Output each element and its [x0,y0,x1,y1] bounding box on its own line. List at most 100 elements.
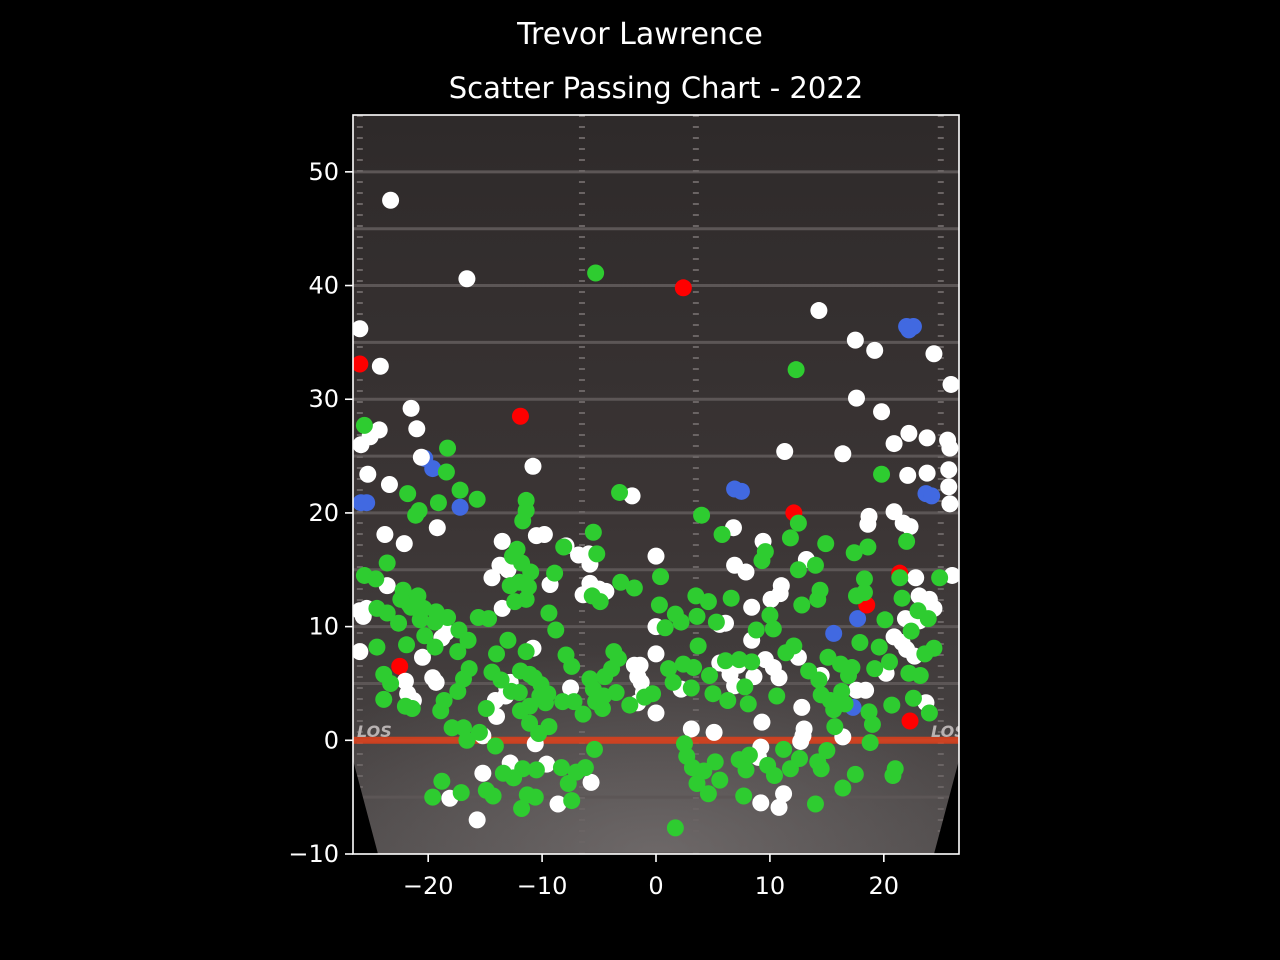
pass-point [776,443,794,461]
pass-point [611,483,629,501]
pass-point [428,519,446,537]
pass-point [625,579,643,597]
field-background: LOS LOS [353,115,966,854]
field-corner-left [353,760,378,854]
pass-point [443,719,461,737]
pass-point [376,526,394,544]
pass-point [743,598,761,616]
pass-point [424,788,442,806]
pass-point [791,749,809,767]
pass-point [898,532,916,550]
pass-point [439,609,457,627]
pass-point [672,613,690,631]
pass-point [923,487,941,505]
pass-point [563,657,581,675]
y-tick-label: 20 [308,499,339,527]
x-tick-label: 10 [755,872,786,900]
pass-point [433,772,451,790]
pass-point [499,561,517,579]
pass-point [899,466,917,484]
pass-point [647,645,665,663]
pass-point [378,604,396,622]
pass-point [380,476,398,493]
pass-point [846,765,864,783]
pass-point [593,699,611,717]
pass-point [891,569,909,587]
pass-point [403,699,421,717]
pass-point [705,723,723,741]
pass-point [883,696,901,714]
pass-point [660,660,678,678]
pass-point [722,589,740,607]
pass-point [836,695,854,713]
pass-point [876,611,894,629]
pass-point [353,320,369,338]
chart-title: Trevor Lawrence [516,17,763,52]
pass-point [940,461,958,479]
pass-point [492,671,510,689]
pass-point [846,331,864,349]
pass-point [764,620,782,638]
pass-point [494,764,512,782]
pass-point [711,771,729,789]
pass-point [682,720,700,738]
pass-point [873,403,891,421]
pass-point [900,424,918,442]
pass-point [863,715,881,733]
pass-point [761,606,779,624]
pass-point [399,485,417,503]
pass-point [770,669,788,687]
pass-point [607,684,625,702]
pass-point [458,270,476,288]
pass-point [781,529,799,547]
pass-point [861,734,879,752]
pass-point [368,638,386,656]
pass-point [426,638,444,656]
pass-point [411,611,429,629]
pass-point [549,795,567,813]
pass-point [685,659,703,677]
pass-point [726,556,744,574]
pass-point [584,523,602,541]
pass-point [849,610,867,628]
pass-point [652,568,670,586]
pass-point [851,634,869,652]
pass-point [354,607,372,625]
pass-point [942,375,959,393]
pass-point [480,610,498,628]
y-tick-label: 10 [308,613,339,641]
los-marking-right: LOS [931,722,966,741]
pass-point [412,448,430,466]
pass-point [886,760,904,778]
pass-point [621,696,639,714]
pass-point [562,679,580,697]
pass-point [811,581,829,599]
pass-point [514,512,532,530]
pass-point [701,667,719,685]
pass-point [546,564,564,582]
pass-point [559,775,577,793]
y-tick-label: 50 [308,158,339,186]
pass-point [483,569,501,587]
pass-point [752,794,770,812]
pass-point [739,695,757,713]
pass-point [555,538,573,556]
pass-point [893,589,911,607]
pass-point [716,652,734,670]
pass-point [866,660,884,678]
pass-point [719,692,737,710]
pass-point [493,532,511,550]
pass-point [408,420,426,438]
pass-point [410,502,428,520]
pass-point [775,785,793,803]
pass-point [885,435,903,453]
pass-point [511,407,529,425]
pass-point [765,767,783,785]
pass-point [747,621,765,639]
pass-point [517,643,535,661]
pass-point [826,718,844,736]
pass-point [517,590,535,608]
pass-point [353,643,369,661]
pass-point [885,503,903,521]
pass-point [699,593,717,611]
